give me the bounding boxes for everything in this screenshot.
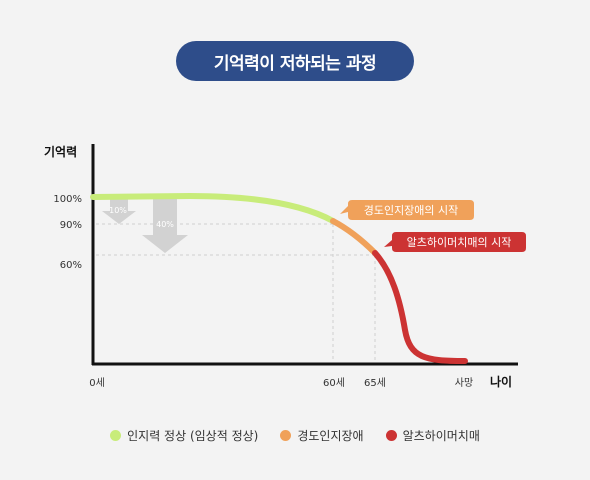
x-axis-label: 나이 <box>490 374 512 389</box>
callout-dementia-text: 알츠하이머치매의 시작 <box>407 235 512 249</box>
y-tick-90: 90% <box>60 220 82 231</box>
x-tick-60: 60세 <box>323 377 345 389</box>
series-normal-line <box>90 192 336 224</box>
legend-item-dementia: 알츠하이머치매 <box>385 427 480 444</box>
callout-dementia: 알츠하이머치매의 시작 <box>384 232 526 252</box>
drop-arrow-10: 10% <box>102 198 136 224</box>
legend-dot-mci <box>280 430 292 441</box>
y-axis-label: 기억력 <box>44 144 77 159</box>
callout-mci: 경도인지장애의 시작 <box>340 200 474 220</box>
callout-mci-text: 경도인지장애의 시작 <box>364 204 459 217</box>
legend-item-normal: 인지력 정상 (임상적 정상) <box>110 427 258 444</box>
legend-label-normal: 인지력 정상 (임상적 정상) <box>127 429 259 443</box>
legend-label-dementia: 알츠하이머치매 <box>402 429 480 443</box>
drop-arrow-10-label: 10% <box>109 206 127 215</box>
y-tick-60: 60% <box>60 260 82 271</box>
legend-dot-dementia <box>385 430 397 441</box>
drop-arrow-40-label: 40% <box>156 220 174 229</box>
x-tick-0: 0세 <box>89 377 105 389</box>
legend: 인지력 정상 (임상적 정상) 경도인지장애 알츠하이머치매 <box>0 427 590 444</box>
legend-label-mci: 경도인지장애 <box>297 429 364 443</box>
drop-arrow-40: 40% <box>142 198 188 253</box>
legend-item-mci: 경도인지장애 <box>280 427 364 444</box>
series-mci-line <box>330 218 378 256</box>
y-tick-100: 100% <box>53 194 82 205</box>
legend-dot-normal <box>110 430 122 441</box>
x-tick-death: 사망 <box>455 377 473 389</box>
series-dementia-line <box>372 250 468 364</box>
x-tick-65: 65세 <box>364 377 386 389</box>
chart-title: 기억력이 저하되는 과정 <box>176 41 414 81</box>
